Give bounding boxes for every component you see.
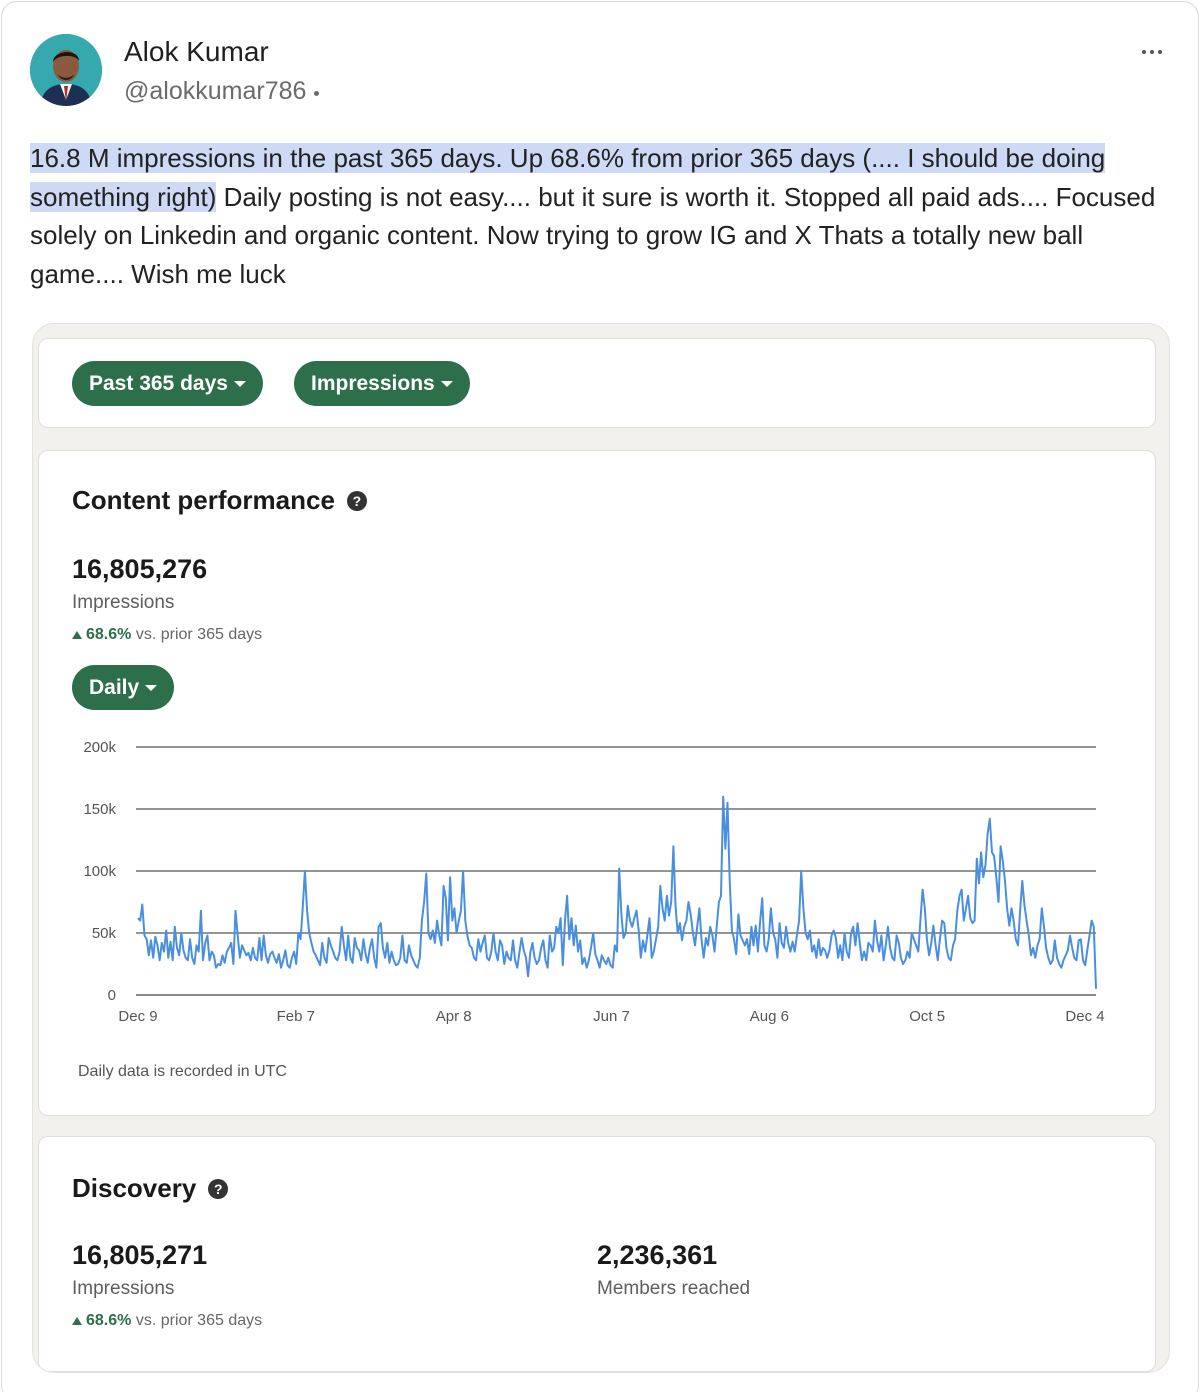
triangle-up-icon	[72, 1317, 82, 1325]
avatar-image	[30, 34, 102, 106]
y-tick-label: 200k	[83, 739, 116, 756]
delta-text: vs. prior 365 days	[135, 626, 263, 643]
y-axis-ticks: 200k 150k 100k 50k 0	[83, 739, 116, 1004]
impressions-line-chart: 200k 150k 100k 50k 0 Dec 9 Feb 7 Apr 8 Jun 7 Aug…	[83, 739, 1104, 1025]
chevron-down-icon	[233, 380, 246, 387]
more-horizontal-icon-dot	[1158, 50, 1162, 54]
more-options-button[interactable]	[1136, 40, 1168, 64]
x-tick-label: Apr 8	[436, 1008, 472, 1025]
y-tick-label: 50k	[92, 925, 117, 942]
section-title: Discovery ?	[72, 1173, 229, 1204]
delta-value: 68.6%	[86, 626, 132, 643]
author-handle-row: @alokkumar786	[124, 77, 320, 106]
content-performance-card: Content performance ? 16,805,276 Impress…	[38, 450, 1156, 1116]
chevron-down-icon	[440, 380, 453, 387]
members-reached-value: 2,236,361	[597, 1240, 718, 1270]
metric-label: Impressions	[311, 371, 435, 395]
triangle-up-icon	[72, 631, 82, 639]
y-tick-label: 100k	[83, 863, 116, 880]
question-circle-icon[interactable]: ?	[346, 490, 367, 511]
separator-dot	[314, 91, 320, 96]
author-handle[interactable]: @alokkumar786	[124, 77, 307, 105]
impressions-delta: 68.6% vs. prior 365 days	[72, 626, 262, 644]
delta-text: vs. prior 365 days	[135, 1312, 263, 1329]
chart-grid	[136, 746, 1096, 996]
delta-value: 68.6%	[86, 1312, 132, 1329]
x-tick-label: Feb 7	[277, 1008, 315, 1025]
x-tick-label: Aug 6	[750, 1008, 789, 1025]
x-tick-label: Dec 4	[1065, 1008, 1104, 1025]
avatar[interactable]	[30, 34, 102, 106]
discovery-impressions-label: Impressions	[72, 1278, 175, 1299]
content-performance-title: Content performance	[72, 485, 335, 515]
date-range-label: Past 365 days	[89, 371, 228, 395]
members-reached-label: Members reached	[597, 1278, 751, 1299]
filter-card: Past 365 days Impressions	[38, 338, 1156, 428]
analytics-screenshot: Past 365 days Impressions Content perfor…	[32, 323, 1170, 1373]
y-tick-label: 0	[108, 987, 116, 1004]
author-name[interactable]: Alok Kumar	[124, 36, 269, 67]
delta-up: 68.6%	[72, 1312, 131, 1330]
x-tick-label: Oct 5	[909, 1008, 945, 1025]
x-tick-label: Dec 9	[118, 1008, 157, 1025]
more-horizontal-icon	[1142, 50, 1146, 54]
discovery-impressions: 16,805,271	[72, 1240, 208, 1270]
discovery-title: Discovery	[72, 1173, 197, 1203]
impressions-total: 16,805,276	[72, 554, 208, 584]
more-horizontal-icon-dot	[1150, 50, 1154, 54]
post-text-rest: Daily posting is not easy.... but it sur…	[30, 181, 1156, 289]
x-tick-label: Jun 7	[593, 1008, 630, 1025]
chevron-down-icon	[145, 684, 158, 691]
granularity-dropdown[interactable]: Daily	[72, 665, 175, 710]
discovery-delta: 68.6% vs. prior 365 days	[72, 1312, 262, 1330]
y-tick-label: 150k	[83, 801, 116, 818]
impressions-label: Impressions	[72, 592, 175, 613]
impressions-series-line	[137, 795, 1097, 989]
question-circle-icon[interactable]: ?	[208, 1178, 229, 1199]
post-body: 16.8 M impressions in the past 365 days.…	[30, 139, 1180, 293]
date-range-dropdown[interactable]: Past 365 days	[72, 361, 263, 406]
delta-up: 68.6%	[72, 626, 131, 644]
x-axis-ticks: Dec 9 Feb 7 Apr 8 Jun 7 Aug 6 Oct 5 Dec 4	[118, 1008, 1104, 1025]
granularity-label: Daily	[89, 675, 140, 699]
utc-note: Daily data is recorded in UTC	[78, 1063, 287, 1080]
discovery-card: Discovery ? 16,805,271 Impressions 68.6%…	[38, 1136, 1156, 1372]
metric-dropdown[interactable]: Impressions	[294, 361, 470, 406]
section-title: Content performance ?	[72, 485, 367, 516]
